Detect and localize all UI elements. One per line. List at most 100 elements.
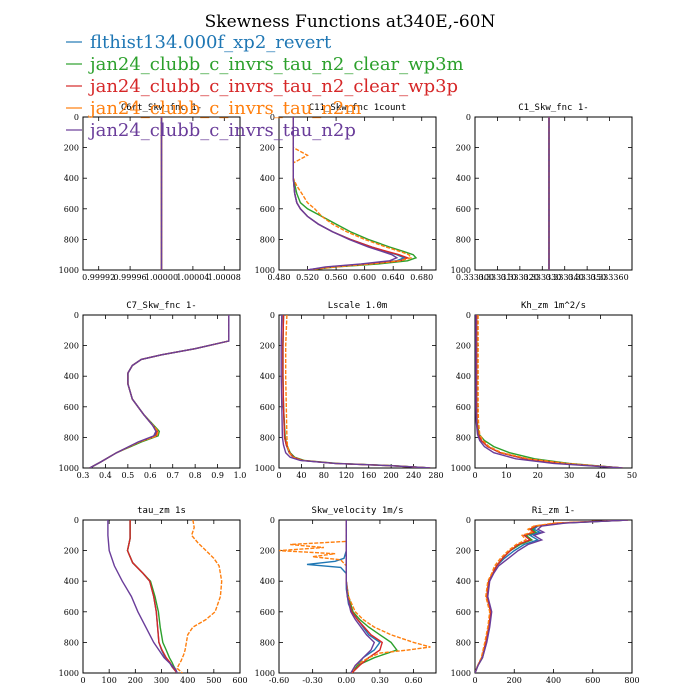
- y-tick-label: 800: [64, 638, 79, 647]
- y-tick-label: 600: [260, 205, 275, 214]
- x-tick-label: 0.3: [77, 471, 90, 480]
- x-tick-label: 0.600: [353, 273, 376, 282]
- y-tick-label: 600: [64, 403, 79, 412]
- x-tick-label: 0.333320: [501, 273, 539, 282]
- y-tick-label: 1000: [59, 669, 79, 678]
- x-tick-label: 300: [154, 676, 169, 685]
- x-tick-label: 0.6: [144, 471, 157, 480]
- series-line-flthist134.000f_xp2_revert: [475, 315, 623, 468]
- x-tick-label: 0.9: [211, 471, 224, 480]
- legend-entry: jan24_clubb_c_invrs_tau_n2p: [88, 120, 356, 141]
- x-tick-label: 1.00004: [176, 273, 209, 282]
- y-tick-label: 400: [260, 577, 275, 586]
- x-tick-label: 0.560: [325, 273, 348, 282]
- y-tick-label: 200: [260, 144, 275, 153]
- series-line-jan24_clubb_c_invrs_tau_n2_clear_wp3p: [475, 520, 629, 673]
- subplot-title: Kh_zm 1m^2/s: [521, 301, 586, 311]
- x-tick-label: 0.60: [405, 676, 423, 685]
- series-line-jan24_clubb_c_invrs_tau_n2_clear_wp3m: [292, 117, 418, 270]
- x-tick-label: 1.00000: [145, 273, 178, 282]
- x-tick-label: 200: [384, 471, 399, 480]
- plot-frame: [278, 519, 437, 674]
- y-tick-label: 400: [456, 577, 471, 586]
- y-tick-label: 1000: [451, 669, 471, 678]
- x-tick-label: 1.0: [234, 471, 247, 480]
- x-tick-label: 120: [339, 471, 354, 480]
- y-tick-label: 600: [260, 403, 275, 412]
- series-line-jan24_clubb_c_invrs_tau_n2m: [475, 520, 629, 673]
- y-tick-label: 0: [74, 516, 79, 525]
- x-tick-label: 0.520: [296, 273, 319, 282]
- legend: flthist134.000f_xp2_revert jan24_clubb_c_…: [66, 32, 464, 141]
- series-line-flthist134.000f_xp2_revert: [126, 520, 178, 673]
- x-tick-label: 10: [501, 471, 511, 480]
- subplot-grid: C6rt_Skw_fnc 1-020040060080010000.999920…: [59, 103, 640, 685]
- plot-frame: [474, 314, 633, 469]
- series-line-jan24_clubb_c_invrs_tau_n2m: [279, 520, 431, 673]
- legend-entry: flthist134.000f_xp2_revert: [90, 32, 332, 53]
- series-line-jan24_clubb_c_invrs_tau_n2_clear_wp3p: [345, 520, 384, 673]
- series-line-jan24_clubb_c_invrs_tau_n2p: [107, 520, 178, 673]
- subplot-8: Skw_velocity 1m/s 0 200 400 600 800 1000-0.60 -…: [255, 506, 437, 685]
- series-line-jan24_clubb_c_invrs_tau_n2m: [89, 315, 230, 468]
- y-tick-label: 1000: [255, 266, 275, 275]
- plot-frame: [278, 116, 437, 271]
- subplot-title: tau_zm 1s: [137, 506, 186, 516]
- y-tick-label: 1000: [451, 464, 471, 473]
- series-line-jan24_clubb_c_invrs_tau_n2m: [176, 520, 223, 673]
- series-line-jan24_clubb_c_invrs_tau_n2_clear_wp3p: [126, 520, 178, 673]
- x-tick-label: 20: [533, 471, 543, 480]
- x-tick-label: -0.30: [302, 676, 323, 685]
- series-group: [280, 315, 431, 468]
- x-tick-label: 200: [507, 676, 522, 685]
- series-line-jan24_clubb_c_invrs_tau_n2m: [477, 315, 623, 468]
- plot-frame: [278, 314, 437, 469]
- subplot-title: Skw_velocity 1m/s: [311, 506, 403, 516]
- y-tick-label: 600: [456, 608, 471, 617]
- series-line-jan24_clubb_c_invrs_tau_n2_clear_wp3m: [475, 520, 629, 673]
- x-tick-label: 1.00008: [208, 273, 241, 282]
- x-tick-label: 400: [546, 676, 561, 685]
- y-tick-label: 800: [456, 235, 471, 244]
- x-tick-label: -0.60: [269, 676, 290, 685]
- y-tick-label: 1000: [59, 266, 79, 275]
- x-tick-label: 0.99992: [82, 273, 115, 282]
- series-line-jan24_clubb_c_invrs_tau_n2_clear_wp3m: [126, 520, 178, 673]
- y-tick-label: 600: [260, 608, 275, 617]
- subplot-1: C6rt_Skw_fnc 1- 0 200 400 600 800 10000.999920…: [59, 103, 241, 282]
- y-tick-label: 400: [456, 174, 471, 183]
- x-tick-label: 0.8: [189, 471, 202, 480]
- x-tick-label: 200: [128, 676, 143, 685]
- x-tick-label: 0.4: [99, 471, 112, 480]
- subplot-title: Lscale 1.0m: [328, 301, 388, 311]
- series-line-jan24_clubb_c_invrs_tau_n2p: [475, 315, 623, 468]
- series-line-flthist134.000f_xp2_revert: [282, 315, 431, 468]
- series-line-jan24_clubb_c_invrs_tau_n2_clear_wp3p: [475, 315, 623, 468]
- y-tick-label: 600: [456, 205, 471, 214]
- y-tick-label: 200: [64, 342, 79, 351]
- x-tick-label: 0.7: [166, 471, 179, 480]
- series-line-jan24_clubb_c_invrs_tau_n2p: [475, 520, 629, 673]
- legend-entry: jan24_clubb_c_invrs_tau_n2_clear_wp3p: [88, 76, 458, 97]
- x-tick-label: 100: [102, 676, 117, 685]
- y-tick-label: 600: [64, 608, 79, 617]
- x-tick-label: 0.333330: [523, 273, 561, 282]
- y-tick-label: 200: [260, 547, 275, 556]
- y-tick-label: 0: [74, 113, 79, 122]
- x-tick-label: 0.333310: [478, 273, 516, 282]
- x-tick-label: 0.99996: [114, 273, 147, 282]
- x-tick-label: 0.30: [371, 676, 389, 685]
- x-tick-label: 0.00: [337, 676, 355, 685]
- series-line-jan24_clubb_c_invrs_tau_n2p: [280, 315, 431, 468]
- x-tick-label: 0.333360: [590, 273, 628, 282]
- y-tick-label: 0: [270, 311, 275, 320]
- series-line-jan24_clubb_c_invrs_tau_n2_clear_wp3m: [475, 315, 623, 468]
- y-tick-label: 800: [260, 638, 275, 647]
- plot-frame: [474, 116, 633, 271]
- series-group: [475, 315, 623, 468]
